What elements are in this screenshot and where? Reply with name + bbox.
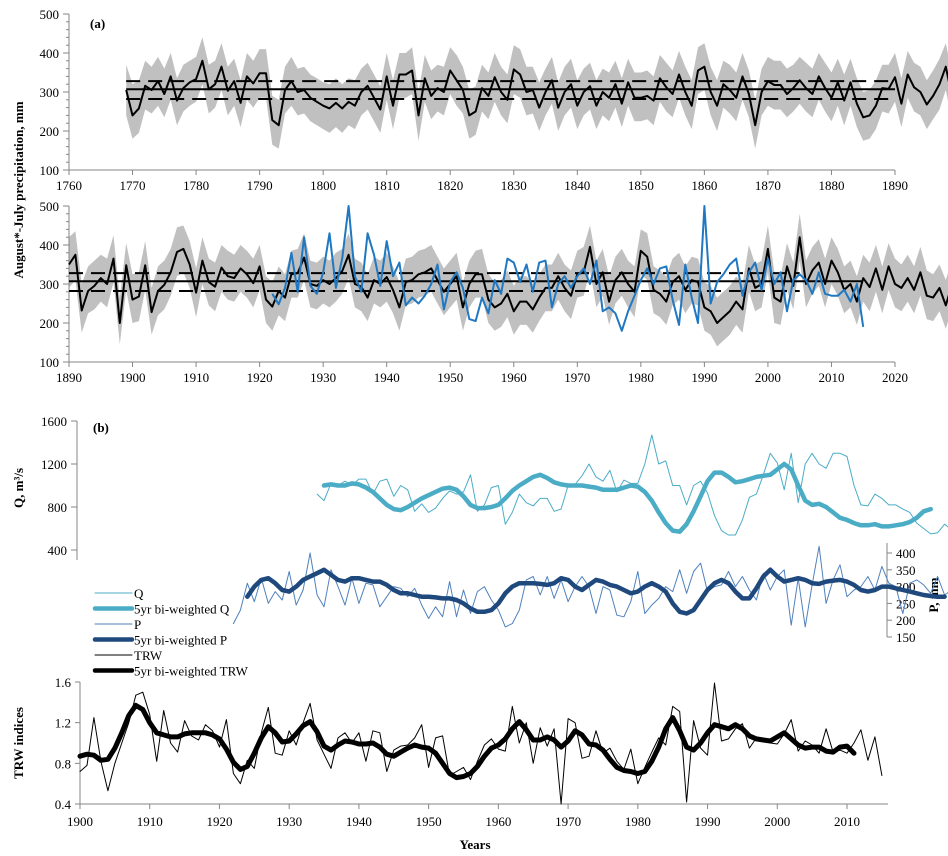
y-tick-label: 300 <box>40 277 60 292</box>
legend-item: 5yr bi-weighted P <box>92 633 227 648</box>
p-axis-tick-label: 200 <box>896 613 916 628</box>
panel-a-bottom: 1890 1900 1910 1920 1930 1940 1950 1960 1970 1980… <box>40 199 948 385</box>
y-tick-label: 100 <box>40 163 60 178</box>
legend-label: P <box>134 617 141 632</box>
x-tick-label: 2010 <box>834 814 860 829</box>
q-axis-tick-label: 1600 <box>41 414 67 429</box>
legend-label: 5yr bi-weighted P <box>134 633 227 648</box>
p-axis-tick-label: 400 <box>896 546 916 561</box>
y-tick-label: 0.8 <box>55 756 71 771</box>
x-tick-label: 1790 <box>247 178 273 193</box>
legend-label: Q <box>134 586 144 601</box>
x-tick-label: 1970 <box>564 370 590 385</box>
x-tick-label: 1900 <box>120 370 146 385</box>
p-axis-tick-label: 350 <box>896 563 916 578</box>
legend-label: TRW <box>134 648 163 663</box>
panel-label-a: (a) <box>90 16 105 31</box>
instrumental-precipitation-line <box>271 205 865 332</box>
x-tick-label: 1970 <box>555 814 581 829</box>
legend-label: 5yr bi-weighted Q <box>134 602 230 617</box>
panel-a-top: (a) 1760 1770 1780 1790 1800 1810 1820 1830 1840… <box>40 7 948 193</box>
y-tick-label: 200 <box>40 316 60 331</box>
legend-item: 5yr bi-weighted TRW <box>92 664 249 679</box>
x-tick-label: 1940 <box>374 370 400 385</box>
x-tick-label: 1880 <box>818 178 844 193</box>
x-tick-label: 1830 <box>501 178 527 193</box>
x-tick-label: 1860 <box>691 178 717 193</box>
panel-b-top: (b) Q, m³/s P, mm 4008001200160015020025… <box>11 414 948 645</box>
x-tick-label: 1770 <box>120 178 146 193</box>
x-tick-label: 1990 <box>691 370 717 385</box>
x-tick-label: 1910 <box>183 370 209 385</box>
q-axis-tick-label: 800 <box>48 500 68 515</box>
panel-b-bottom: TRW indices Years 0.4 0.8 1.2 1.6 1900 1910 19… <box>11 675 888 852</box>
y-tick-label: 1.6 <box>55 675 72 690</box>
y-tick-label: 100 <box>40 355 60 370</box>
q-smoothed-line <box>321 461 933 534</box>
p-axis-tick-label: 150 <box>896 630 916 645</box>
p-line <box>232 545 948 628</box>
x-tick-label: 1910 <box>137 814 163 829</box>
x-tick-label: 1810 <box>374 178 400 193</box>
y-tick-label: 500 <box>40 7 60 22</box>
x-tick-label: 2010 <box>818 370 844 385</box>
x-tick-label: 1870 <box>755 178 781 193</box>
trw-smoothed-line <box>77 702 857 781</box>
x-axis-title-years: Years <box>459 837 490 852</box>
x-tick-label: 1980 <box>628 370 654 385</box>
q-axis-tick-label: 1200 <box>41 457 67 472</box>
x-tick-label: 1890 <box>56 370 82 385</box>
x-tick-label: 1960 <box>485 814 511 829</box>
trw-line <box>79 682 883 805</box>
y-tick-label: 300 <box>40 85 60 100</box>
y-tick-label: 1.2 <box>55 716 71 731</box>
x-tick-label: 2000 <box>755 370 781 385</box>
x-tick-label: 1760 <box>56 178 82 193</box>
legend-item: P <box>94 617 141 632</box>
reconstructed-precipitation-line <box>125 59 948 127</box>
x-tick-label: 1890 <box>882 178 908 193</box>
legend-item: Q <box>94 586 144 601</box>
y-axis-title-q: Q, m³/s <box>11 468 26 508</box>
x-tick-label: 2020 <box>882 370 908 385</box>
p-smoothed-line <box>245 567 947 616</box>
x-tick-label: 1950 <box>437 370 463 385</box>
x-tick-label: 1780 <box>183 178 209 193</box>
x-tick-label: 1820 <box>437 178 463 193</box>
panel-label-b: (b) <box>93 420 109 435</box>
legend-item: 5yr bi-weighted Q <box>92 602 230 617</box>
x-tick-label: 1950 <box>416 814 442 829</box>
y-tick-label: 400 <box>40 46 60 61</box>
x-tick-label: 2000 <box>764 814 790 829</box>
reconstructed-precipitation-line <box>68 236 948 324</box>
x-tick-label: 1990 <box>695 814 721 829</box>
y-tick-label: 200 <box>40 124 60 139</box>
y-axis-title-precipitation: August*-July precipitation, mm <box>11 101 26 278</box>
q-line <box>316 434 948 536</box>
y-axis-title-trw: TRW indices <box>11 707 26 779</box>
x-tick-label: 1930 <box>276 814 302 829</box>
legend-item: TRW <box>94 648 163 663</box>
x-tick-label: 1930 <box>310 370 336 385</box>
x-tick-label: 1980 <box>625 814 651 829</box>
x-tick-label: 1920 <box>206 814 232 829</box>
legend-label: 5yr bi-weighted TRW <box>134 664 249 679</box>
y-tick-label: 0.4 <box>55 797 72 812</box>
q-axis-tick-label: 400 <box>48 543 68 558</box>
x-tick-label: 1850 <box>628 178 654 193</box>
x-tick-label: 1900 <box>67 814 93 829</box>
x-tick-label: 1840 <box>564 178 590 193</box>
y-tick-label: 500 <box>40 199 60 214</box>
x-tick-label: 1800 <box>310 178 336 193</box>
y-tick-label: 400 <box>40 238 60 253</box>
confidence-band <box>126 37 948 149</box>
x-tick-label: 1960 <box>501 370 527 385</box>
x-tick-label: 1940 <box>346 814 372 829</box>
x-tick-label: 1920 <box>247 370 273 385</box>
